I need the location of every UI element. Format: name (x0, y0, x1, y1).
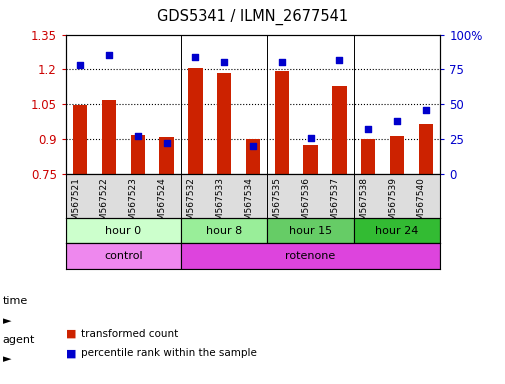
Text: rotenone: rotenone (285, 251, 335, 261)
Text: hour 24: hour 24 (375, 226, 418, 236)
Bar (188, 68, 202, 174)
Point (277, 60, 285, 66)
Bar (66, 243, 181, 269)
Bar (66, 218, 181, 243)
Bar (332, 86, 346, 174)
Text: ►: ► (3, 316, 11, 326)
Point (392, 118, 400, 124)
Bar (130, 135, 145, 174)
Bar (159, 137, 173, 174)
Point (133, 133, 141, 139)
Text: ■: ■ (66, 329, 76, 339)
Bar (181, 243, 439, 269)
Text: ■: ■ (66, 348, 76, 358)
Bar (389, 136, 403, 174)
Text: control: control (104, 251, 142, 261)
Bar (217, 73, 231, 174)
Bar (353, 218, 439, 243)
Text: percentile rank within the sample: percentile rank within the sample (81, 348, 257, 358)
Text: transformed count: transformed count (81, 329, 178, 339)
Text: ►: ► (3, 354, 11, 364)
Point (364, 126, 372, 132)
Bar (245, 139, 260, 174)
Text: GSM567537: GSM567537 (330, 177, 339, 232)
Point (421, 107, 429, 113)
Point (162, 140, 170, 146)
Text: GSM567521: GSM567521 (71, 177, 80, 232)
Point (335, 56, 343, 63)
Point (306, 134, 314, 141)
Point (105, 52, 113, 58)
Text: GSM567522: GSM567522 (100, 177, 109, 232)
Text: GSM567524: GSM567524 (157, 177, 166, 232)
Text: time: time (3, 296, 28, 306)
Text: hour 0: hour 0 (105, 226, 141, 236)
Point (191, 54, 199, 60)
Bar (73, 105, 87, 174)
Point (220, 60, 228, 66)
Text: GSM567532: GSM567532 (186, 177, 195, 232)
Text: GSM567538: GSM567538 (359, 177, 368, 232)
Bar (267, 218, 353, 243)
Text: GDS5341 / ILMN_2677541: GDS5341 / ILMN_2677541 (157, 9, 348, 25)
Point (248, 143, 257, 149)
Bar (418, 124, 432, 174)
Bar (303, 145, 317, 174)
Bar (181, 218, 267, 243)
Bar (274, 71, 288, 174)
Text: GSM567540: GSM567540 (416, 177, 425, 232)
Text: hour 8: hour 8 (206, 226, 242, 236)
Text: GSM567536: GSM567536 (301, 177, 310, 232)
Text: GSM567533: GSM567533 (215, 177, 224, 232)
Text: hour 15: hour 15 (288, 226, 331, 236)
Text: GSM567523: GSM567523 (129, 177, 137, 232)
Text: GSM567534: GSM567534 (243, 177, 252, 232)
Bar (360, 139, 375, 174)
Text: GSM567539: GSM567539 (387, 177, 396, 232)
Text: GSM567535: GSM567535 (272, 177, 281, 232)
Text: agent: agent (3, 335, 35, 345)
Point (76, 62, 84, 68)
Bar (102, 100, 116, 174)
